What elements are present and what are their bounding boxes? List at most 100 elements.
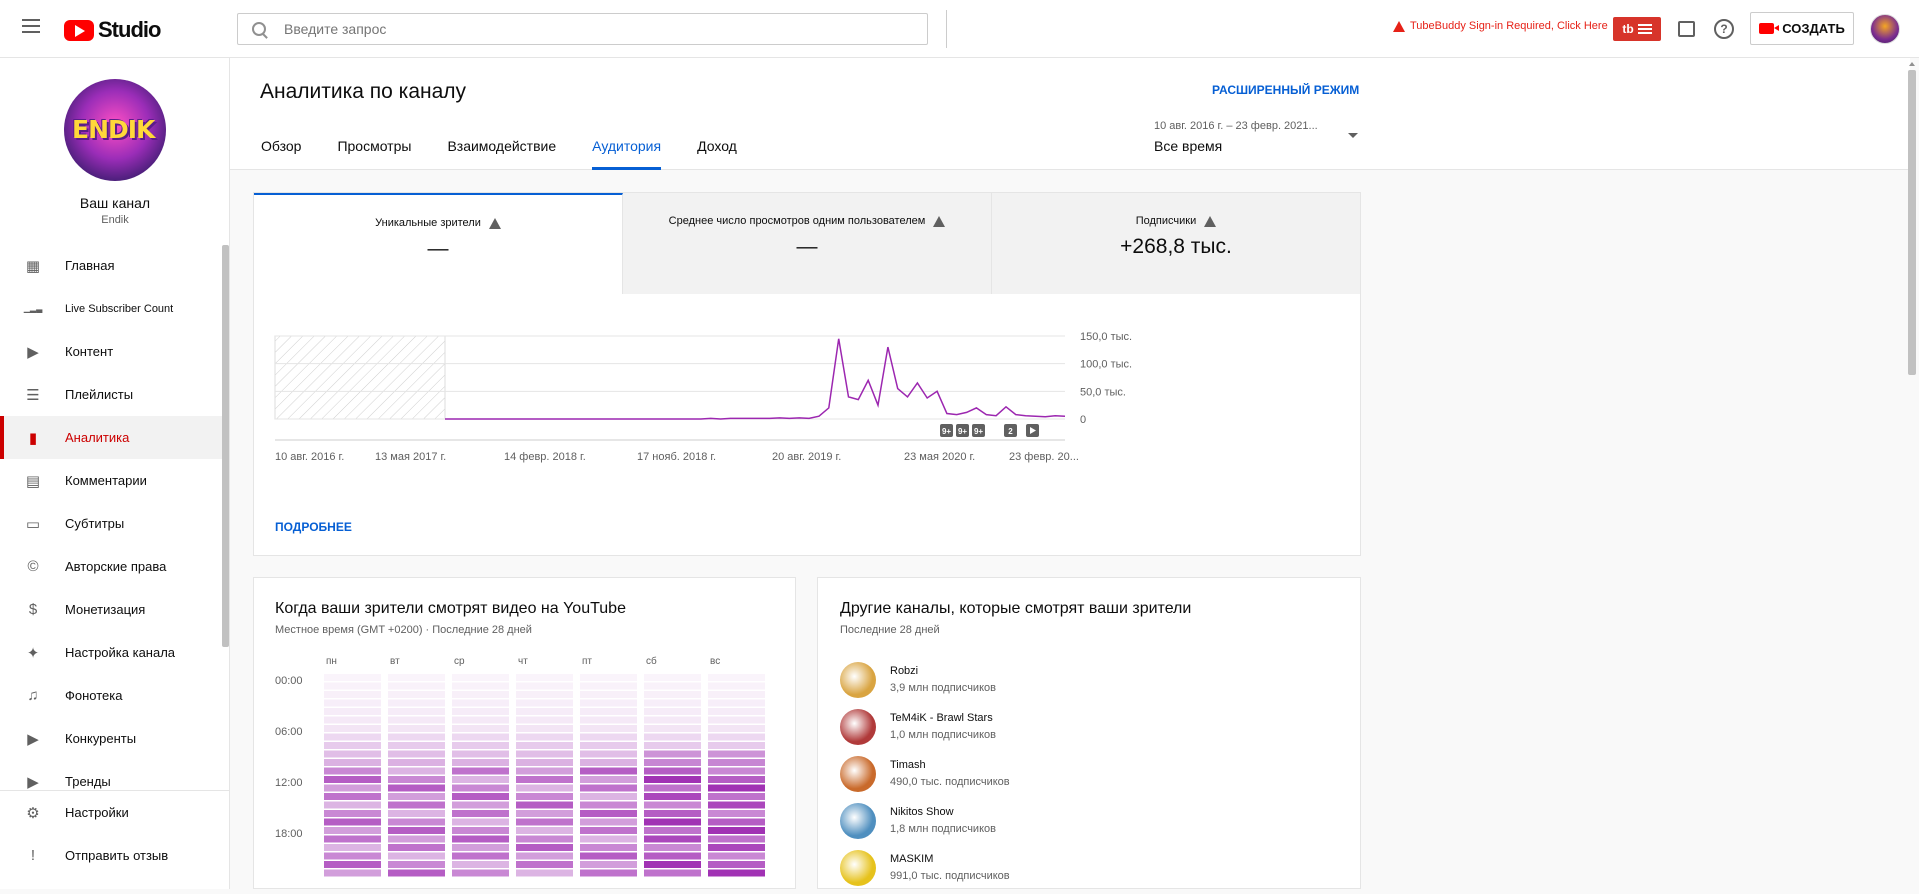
heatmap-cell[interactable] [388,793,445,800]
heatmap-cell[interactable] [644,844,701,851]
channel-thumbnail[interactable] [840,661,876,698]
heatmap-cell[interactable] [324,733,381,741]
heatmap-cell[interactable] [708,742,765,749]
menu-icon[interactable] [22,19,40,33]
heatmap-cell[interactable] [324,742,381,749]
heatmap-cell[interactable] [580,827,637,834]
heatmap-cell[interactable] [644,869,701,877]
heatmap-cell[interactable] [452,725,509,732]
heatmap-cell[interactable] [644,801,701,809]
heatmap-cell[interactable] [388,784,445,792]
heatmap-cell[interactable] [324,844,381,851]
heatmap-cell[interactable] [388,835,445,843]
heatmap-cell[interactable] [708,776,765,783]
heatmap-cell[interactable] [516,861,573,868]
date-range-picker[interactable]: 10 авг. 2016 г. – 23 февр. 2021... Все в… [1154,120,1354,154]
heatmap-cell[interactable] [580,716,637,724]
heatmap-cell[interactable] [644,682,701,690]
heatmap-cell[interactable] [580,810,637,817]
heatmap-cell[interactable] [580,776,637,783]
heatmap-cell[interactable] [324,750,381,758]
advanced-mode-link[interactable]: РАСШИРЕННЫЙ РЕЖИМ [1212,83,1360,97]
heatmap-cell[interactable] [452,733,509,741]
heatmap-cell[interactable] [516,852,573,860]
heatmap-cell[interactable] [580,733,637,741]
heatmap-cell[interactable] [516,733,573,741]
heatmap-cell[interactable] [644,793,701,800]
heatmap-cell[interactable] [708,699,765,707]
heatmap-cell[interactable] [324,869,381,877]
heatmap-cell[interactable] [708,869,765,877]
heatmap-cell[interactable] [452,742,509,749]
channel-list-item[interactable]: MASKIM 991,0 тыс. подписчиков [840,844,1360,891]
heatmap-cell[interactable] [324,674,381,681]
chart-marker[interactable]: 2 [1004,424,1017,437]
heatmap-cell[interactable] [516,784,573,792]
heatmap-cell[interactable] [708,674,765,681]
sidebar-item[interactable]: ▶ Контент [0,330,223,373]
heatmap-cell[interactable] [644,725,701,732]
heatmap-cell[interactable] [324,759,381,766]
sidebar-item[interactable]: ♫ Фонотека [0,674,223,717]
heatmap-cell[interactable] [324,682,381,690]
heatmap-cell[interactable] [708,844,765,851]
heatmap-cell[interactable] [516,793,573,800]
heatmap-cell[interactable] [580,835,637,843]
heatmap-cell[interactable] [708,793,765,800]
heatmap-cell[interactable] [516,716,573,724]
metric-avg-views-per-viewer[interactable]: Среднее число просмотров одним пользоват… [623,193,992,294]
sidebar-item[interactable]: ▶ Тренды [0,760,223,803]
channel-name[interactable]: MASKIM [890,853,934,865]
heatmap-cell[interactable] [516,776,573,783]
heatmap-cell[interactable] [644,835,701,843]
heatmap-cell[interactable] [580,818,637,826]
heatmap-cell[interactable] [644,674,701,681]
heatmap-cell[interactable] [516,750,573,758]
heatmap-cell[interactable] [388,716,445,724]
heatmap-cell[interactable] [708,818,765,826]
heatmap-cell[interactable] [708,750,765,758]
channel-thumbnail[interactable] [840,755,876,792]
heatmap-cell[interactable] [708,801,765,809]
heatmap-cell[interactable] [708,810,765,817]
heatmap-cell[interactable] [452,750,509,758]
sidebar-item[interactable]: ▮ Аналитика [0,416,223,459]
heatmap-cell[interactable] [388,767,445,775]
heatmap-cell[interactable] [324,818,381,826]
heatmap-cell[interactable] [324,716,381,724]
heatmap-cell[interactable] [516,725,573,732]
page-scrollbar[interactable] [1908,70,1916,375]
channel-list-item[interactable]: Robzi 3,9 млн подписчиков [840,656,1360,703]
heatmap-cell[interactable] [580,793,637,800]
heatmap-cell[interactable] [644,776,701,783]
heatmap-cell[interactable] [324,691,381,698]
heatmap-cell[interactable] [324,861,381,868]
chart-marker[interactable] [1026,424,1039,437]
heatmap-cell[interactable] [516,801,573,809]
heatmap-cell[interactable] [324,835,381,843]
heatmap-cell[interactable] [644,708,701,715]
heatmap-cell[interactable] [324,699,381,707]
heatmap-cell[interactable] [708,708,765,715]
heatmap-cell[interactable] [580,699,637,707]
heatmap-cell[interactable] [388,852,445,860]
messages-icon[interactable] [1678,21,1695,37]
heatmap-cell[interactable] [644,818,701,826]
heatmap-cell[interactable] [580,682,637,690]
tubebuddy-menu-button[interactable]: tb [1613,17,1661,41]
search-box[interactable] [237,13,928,45]
heatmap-cell[interactable] [580,844,637,851]
heatmap-cell[interactable] [708,691,765,698]
heatmap-cell[interactable] [452,801,509,809]
heatmap-cell[interactable] [644,759,701,766]
channel-avatar[interactable]: ENDIK [64,79,166,181]
heatmap-cell[interactable] [580,869,637,877]
heatmap-cell[interactable] [452,767,509,775]
heatmap-cell[interactable] [708,767,765,775]
heatmap-cell[interactable] [580,784,637,792]
heatmap-cell[interactable] [580,759,637,766]
heatmap-cell[interactable] [644,733,701,741]
heatmap-cell[interactable] [644,742,701,749]
scroll-up-arrow-icon[interactable] [1909,62,1915,66]
heatmap-cell[interactable] [516,708,573,715]
